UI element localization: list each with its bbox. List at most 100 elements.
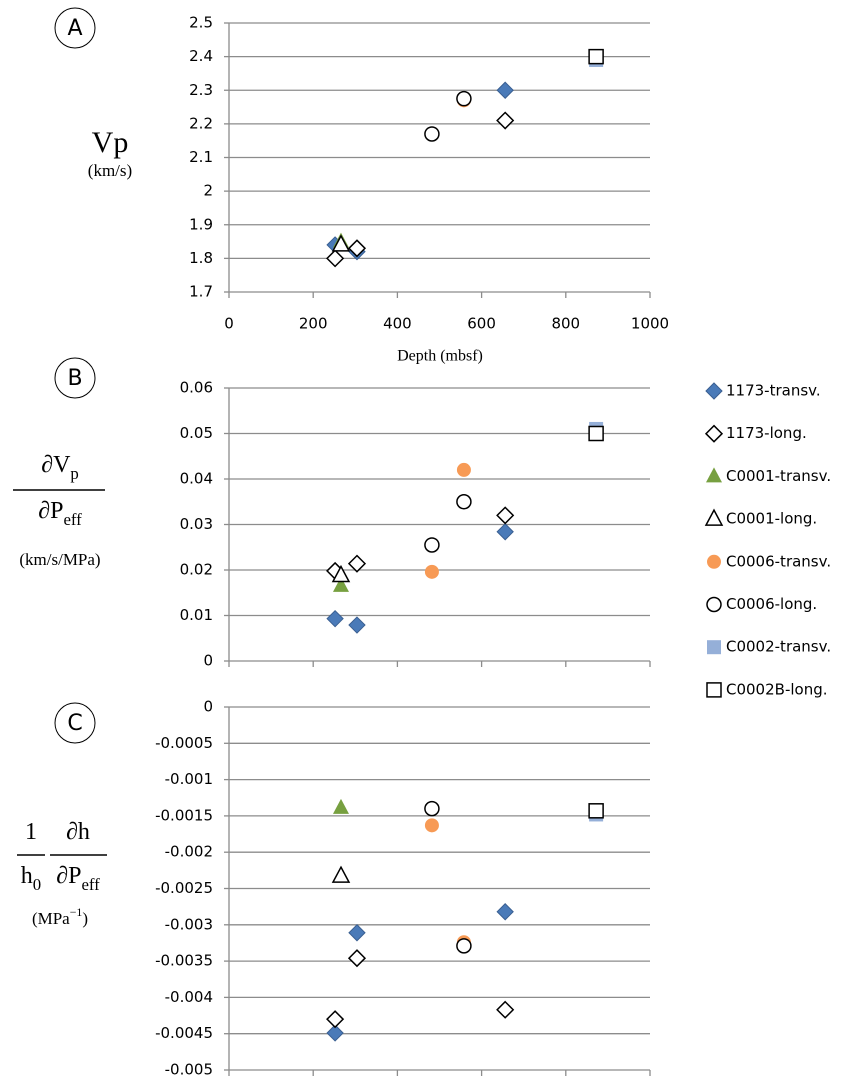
- marker-diamond: [326, 249, 345, 268]
- y-tick-label: 0.03: [180, 515, 213, 533]
- y-tick-label: 0: [203, 698, 213, 716]
- x-tick-label: 600: [467, 315, 496, 333]
- subscript: eff: [63, 510, 82, 529]
- marker-circle: [424, 537, 440, 553]
- label-part: ∂P: [38, 498, 63, 524]
- marker-square: [707, 640, 721, 655]
- marker-diamond: [496, 523, 514, 541]
- marker-triangle: [331, 234, 351, 252]
- y-label-factor-numerator: 1: [25, 819, 37, 845]
- marker-circle: [424, 564, 439, 579]
- y-tick-label: 2: [203, 182, 213, 200]
- marker-circle: [456, 494, 472, 510]
- y-label-numerator: ∂h: [66, 819, 90, 845]
- y-tick-label: -0.002: [165, 843, 213, 861]
- marker-circle: [424, 126, 440, 142]
- panel-circle: [54, 7, 96, 49]
- y-tick-label: -0.0015: [155, 806, 213, 824]
- marker-triangle: [332, 798, 349, 814]
- legend-label: C0006-long.: [726, 595, 817, 613]
- subscript: −1: [70, 905, 83, 919]
- y-label-denominator: ∂Peff: [56, 863, 100, 895]
- marker-diamond: [496, 1000, 515, 1019]
- marker-diamond: [496, 81, 514, 99]
- y-tick-label: 0.04: [180, 470, 213, 488]
- marker-diamond: [704, 424, 724, 443]
- y-tick-label: 1.8: [189, 249, 213, 267]
- legend-label: C0002-transv.: [726, 638, 831, 656]
- label-part: h: [21, 863, 33, 889]
- marker-diamond: [705, 382, 723, 400]
- x-tick-label: 400: [383, 315, 412, 333]
- y-tick-label: 0.02: [180, 561, 213, 579]
- legend-label: C0002B-long.: [726, 680, 828, 698]
- y-tick-label: 0.01: [180, 606, 213, 624]
- marker-diamond: [347, 554, 367, 573]
- y-axis-units: (MPa−1): [32, 905, 88, 928]
- y-tick-label: 0.06: [180, 379, 213, 397]
- label-part: ∂P: [56, 863, 81, 889]
- y-tick-label: 0: [203, 652, 213, 670]
- marker-square: [588, 803, 604, 819]
- panel-label: A: [67, 16, 82, 41]
- marker-diamond: [496, 903, 514, 921]
- marker-circle: [707, 554, 721, 569]
- y-tick-label: 2.3: [189, 81, 213, 99]
- panel-circle: [54, 702, 96, 744]
- y-label-denominator: ∂Peff: [38, 498, 82, 530]
- marker-diamond: [348, 616, 366, 634]
- x-tick-label: 200: [299, 315, 328, 333]
- legend-label: 1173-long.: [726, 424, 807, 442]
- marker-square: [588, 48, 604, 65]
- marker-circle: [456, 462, 471, 477]
- y-tick-label: 1.7: [189, 283, 213, 301]
- x-tick-label: 800: [551, 315, 580, 333]
- y-tick-label: 2.1: [189, 148, 213, 166]
- label-part: ): [82, 909, 88, 928]
- y-axis-units: (km/s): [88, 161, 132, 180]
- marker-diamond: [347, 949, 367, 968]
- y-label-numerator: ∂Vp: [41, 452, 79, 484]
- y-axis-units: (km/s/MPa): [19, 550, 100, 569]
- y-tick-label: -0.004: [165, 988, 213, 1006]
- label-part: ∂V: [41, 452, 71, 478]
- y-tick-label: -0.0045: [155, 1024, 213, 1042]
- y-tick-label: -0.0025: [155, 879, 213, 897]
- x-tick-label: 1000: [631, 315, 669, 333]
- legend-label: C0001-transv.: [726, 467, 831, 485]
- y-tick-label: 2.2: [189, 114, 213, 132]
- marker-triangle: [331, 564, 351, 583]
- marker-diamond: [347, 239, 367, 258]
- marker-diamond: [326, 1010, 345, 1029]
- marker-circle: [456, 90, 472, 107]
- y-tick-label: -0.0005: [155, 734, 213, 752]
- marker-triangle: [706, 467, 722, 483]
- marker-triangle: [331, 865, 351, 883]
- panel-circle: [54, 357, 96, 399]
- marker-triangle: [704, 508, 724, 526]
- y-tick-label: -0.005: [165, 1061, 213, 1078]
- marker-circle: [456, 938, 472, 954]
- legend-label: C0001-long.: [726, 510, 817, 528]
- marker-diamond: [496, 506, 515, 525]
- subscript: p: [70, 464, 78, 483]
- marker-circle: [424, 818, 439, 833]
- y-tick-label: -0.0035: [155, 952, 213, 970]
- subscript: eff: [81, 875, 100, 894]
- y-tick-label: 2.4: [189, 47, 213, 65]
- label-part: ∂h: [66, 819, 90, 845]
- marker-diamond: [326, 1024, 344, 1042]
- y-tick-label: 1.9: [189, 215, 213, 233]
- marker-square: [588, 425, 604, 442]
- y-tick-label: -0.001: [165, 770, 213, 788]
- marker-square: [706, 682, 722, 698]
- marker-triangle: [332, 576, 349, 592]
- x-tick-label: 0: [224, 315, 234, 333]
- label-part: (MPa: [32, 909, 70, 928]
- y-tick-label: 0.05: [180, 424, 213, 442]
- legend-label: C0006-transv.: [726, 552, 831, 570]
- y-axis-label: Vp: [92, 126, 129, 159]
- panel-label: B: [67, 366, 82, 391]
- marker-diamond: [496, 111, 515, 130]
- x-axis-label: Depth (mbsf): [397, 348, 483, 365]
